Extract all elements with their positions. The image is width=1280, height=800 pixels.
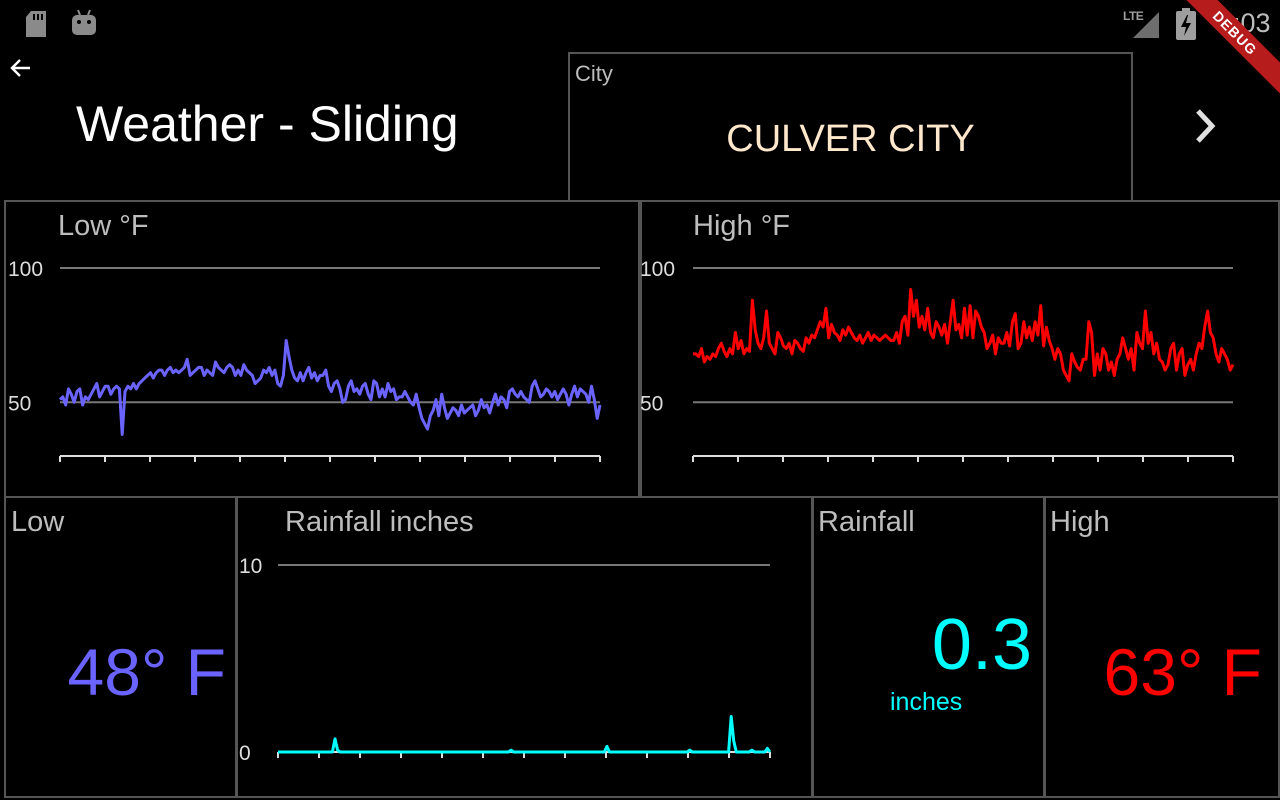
low-summary-value: 48° F xyxy=(67,635,226,709)
signal-icon xyxy=(1130,12,1160,43)
chevron-right-icon xyxy=(1196,109,1216,143)
next-button[interactable] xyxy=(1188,106,1224,146)
y-tick-label: 100 xyxy=(640,258,675,281)
city-label: City xyxy=(575,61,613,86)
high-summary-value: 63° F xyxy=(1103,635,1262,709)
low-summary-panel: Low 48° F xyxy=(4,496,238,798)
rainfall-chart: 10 0 xyxy=(239,555,772,765)
high-temperature-chart: 100 50 xyxy=(640,258,1235,462)
page-title: Weather - Sliding xyxy=(76,96,459,152)
network-type-label: LTE xyxy=(1123,9,1144,23)
high-summary-panel: High 63° F xyxy=(1043,496,1280,798)
rainfall-chart-title: Rainfall inches xyxy=(285,506,474,538)
series-line xyxy=(58,339,602,436)
battery-charging-icon xyxy=(1176,8,1196,45)
y-tick-label: 10 xyxy=(239,555,262,578)
high-chart-panel: High °F 100 50 xyxy=(638,200,1280,498)
rainfall-summary-label: Rainfall xyxy=(818,506,915,538)
low-summary-label: Low xyxy=(11,506,65,538)
back-button[interactable] xyxy=(8,55,34,81)
low-temperature-chart: 100 50 xyxy=(8,258,602,462)
sd-card-icon xyxy=(24,10,48,43)
series-line xyxy=(693,288,1235,383)
city-field[interactable]: City CULVER CITY xyxy=(568,52,1133,200)
y-tick-label: 0 xyxy=(239,742,251,765)
rainfall-chart-panel: Rainfall inches 10 0 xyxy=(235,496,814,798)
rainfall-summary-panel: Rainfall 0.3 inches xyxy=(811,496,1046,798)
low-chart-title: Low °F xyxy=(58,210,149,242)
arrow-left-icon xyxy=(10,59,30,77)
y-tick-label: 100 xyxy=(8,258,43,281)
city-value: CULVER CITY xyxy=(726,118,975,160)
rainfall-summary-value: 0.3 xyxy=(931,605,1032,685)
y-tick-label: 50 xyxy=(640,392,663,415)
y-tick-label: 50 xyxy=(8,392,31,415)
high-chart-title: High °F xyxy=(693,210,791,242)
series-line xyxy=(278,715,772,754)
rainfall-summary-unit: inches xyxy=(890,688,963,716)
android-icon xyxy=(70,8,98,43)
low-chart-panel: Low °F 100 50 xyxy=(4,200,642,498)
high-summary-label: High xyxy=(1050,506,1110,538)
